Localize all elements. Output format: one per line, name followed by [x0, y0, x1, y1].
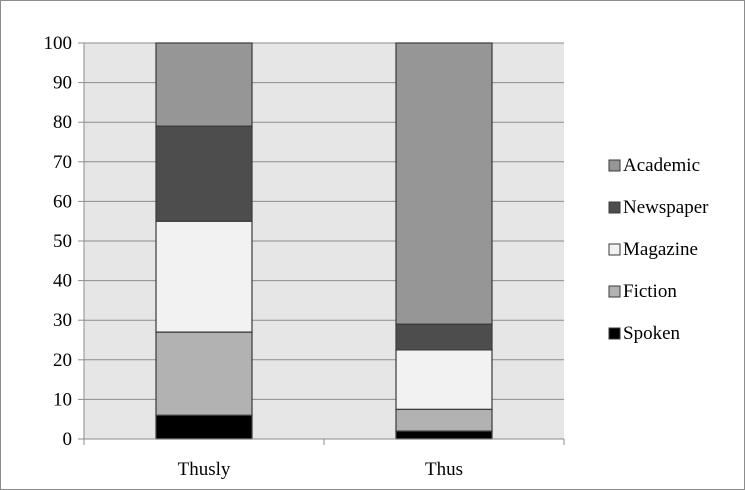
- legend-swatch-academic: [608, 159, 621, 172]
- legend: Academic Newspaper Magazine Fiction Spoken: [608, 155, 709, 344]
- bar-segment-newspaper-thus: [395, 323, 493, 351]
- x-tick-label: Thusly: [178, 459, 231, 480]
- y-tick-label: 70: [53, 152, 72, 173]
- bar-segment-newspaper-thusly: [155, 125, 253, 222]
- legend-label-academic: Academic: [623, 155, 700, 176]
- legend-label-spoken: Spoken: [623, 323, 681, 344]
- x-tick-labels: Thusly Thus: [178, 459, 463, 480]
- legend-swatch-newspaper: [608, 201, 621, 214]
- y-tick-label: 20: [53, 350, 72, 371]
- bar-segment-spoken-thusly: [155, 414, 253, 440]
- legend-swatch-magazine: [608, 243, 621, 256]
- y-tick-label: 40: [53, 271, 72, 292]
- bar-segment-academic-thus: [395, 42, 493, 325]
- bar-segment-academic-thusly: [155, 42, 253, 127]
- y-tick-label: 80: [53, 112, 72, 133]
- bars: [155, 42, 493, 440]
- legend-swatch-fiction: [608, 285, 621, 298]
- y-tick-label: 60: [53, 191, 72, 212]
- legend-label-magazine: Magazine: [623, 239, 698, 260]
- bar-segment-fiction-thusly: [155, 331, 253, 416]
- y-tick-label: 0: [63, 429, 73, 450]
- y-tick-labels: 0 10 20 30 40 50 60 70 80 90 100: [44, 33, 73, 450]
- legend-label-newspaper: Newspaper: [623, 197, 709, 218]
- legend-swatch-spoken: [608, 327, 621, 340]
- y-tick-label: 50: [53, 231, 72, 252]
- bar-segment-magazine-thus: [395, 349, 493, 410]
- bar-segment-fiction-thus: [395, 408, 493, 432]
- y-tick-label: 30: [53, 310, 72, 331]
- axes: [78, 42, 565, 445]
- y-tick-label: 90: [53, 73, 72, 94]
- x-tick-label: Thus: [425, 459, 463, 480]
- bar-segment-magazine-thusly: [155, 220, 253, 333]
- legend-label-fiction: Fiction: [623, 281, 677, 302]
- bar-segment-spoken-thus: [395, 430, 493, 440]
- y-tick-label: 10: [53, 389, 72, 410]
- y-tick-label: 100: [44, 33, 73, 54]
